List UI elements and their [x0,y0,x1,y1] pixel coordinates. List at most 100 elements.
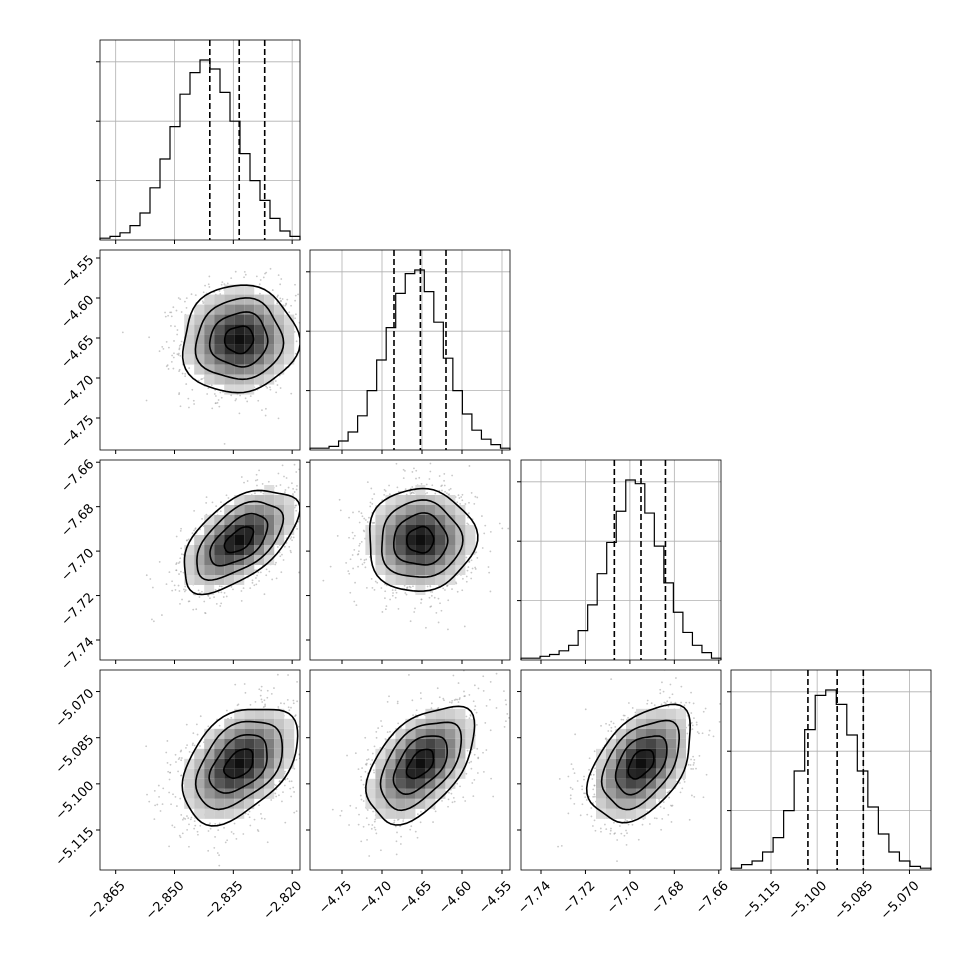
sample-point [416,813,419,816]
density-cell [606,788,616,799]
density-cell [254,324,265,335]
density-cell [646,798,656,809]
density-cell [234,304,245,315]
sample-point [678,782,681,784]
sample-point [307,341,309,343]
density-cell [264,314,275,325]
sample-point [671,693,674,696]
sample-point [402,477,405,480]
sample-point [364,566,367,569]
density-cell [224,798,235,809]
sample-point [339,814,342,817]
sample-point [213,393,216,395]
density-cell [224,728,235,739]
sample-point [701,732,704,735]
sample-point [269,267,272,270]
sample-point [322,579,325,582]
density-cell [435,555,446,565]
sample-point [202,291,205,294]
density-cell [435,515,446,525]
sample-point [465,772,468,775]
sample-point [172,793,174,796]
density-cell [656,778,666,789]
sample-point [430,707,433,710]
sample-point [692,702,695,705]
density-cell [415,575,426,585]
sample-point [489,729,492,732]
sample-point [244,691,247,694]
density-cell [244,334,255,345]
sample-point [375,736,378,739]
axes-frame [520,669,722,871]
contour-line [380,499,464,578]
density-cell [234,708,245,719]
sample-point [613,832,616,835]
sample-point [295,509,298,512]
sample-point [464,503,467,505]
density-cell [385,788,396,799]
sample-point [364,519,367,521]
sample-point [259,667,261,669]
sample-point [293,463,296,466]
density-cell [224,374,235,385]
sample-point [368,855,371,857]
density-cell [254,708,265,719]
sample-point [168,845,170,848]
sample-point [292,786,295,789]
sample-point [474,705,477,708]
density-cell [254,344,265,355]
sample-point [363,517,366,520]
sample-point [292,702,295,705]
sample-point [302,342,304,344]
sample-point [438,475,441,477]
sample-point [240,476,243,478]
sample-point [372,769,375,772]
sample-point [329,565,332,568]
sample-point [471,567,474,570]
sample-point [261,701,264,703]
density-cell [395,798,406,809]
sample-point [692,763,695,766]
contour-line [223,325,255,355]
density-cell [264,738,275,749]
density-cell [224,525,235,535]
sample-point [411,471,414,473]
contour-line [223,526,255,554]
sample-point [244,397,247,400]
sample-point [373,771,376,774]
density-cell [676,728,686,739]
density-cell [224,515,235,525]
density-cell [234,758,245,769]
density-cell [395,545,406,555]
density-cell [616,778,626,789]
density-cell [244,304,255,315]
sample-point [181,818,184,821]
sample-point [226,839,229,842]
density-cell [254,304,265,315]
sample-point [607,730,610,732]
sample-point [505,703,508,706]
density-cell [375,565,386,575]
sample-point [473,753,476,756]
sample-point [357,553,360,555]
sample-point [365,558,368,561]
sample-point [470,571,473,574]
sample-point [153,789,156,792]
sample-point [321,474,323,476]
sample-point [305,499,307,501]
x-tick-label: −5.115 [739,878,784,923]
sample-point [405,593,408,596]
density-cell [626,778,636,789]
sample-point [177,352,180,355]
density-cell [626,748,636,759]
density-cell [224,535,235,545]
sample-point [452,674,455,677]
density-cell [405,525,416,535]
density-cell [445,505,456,515]
sample-point [470,577,473,580]
sample-point [395,591,398,594]
sample-point [234,683,237,686]
density-cell [244,505,255,515]
density-cell [415,555,426,565]
sample-point [302,319,304,321]
